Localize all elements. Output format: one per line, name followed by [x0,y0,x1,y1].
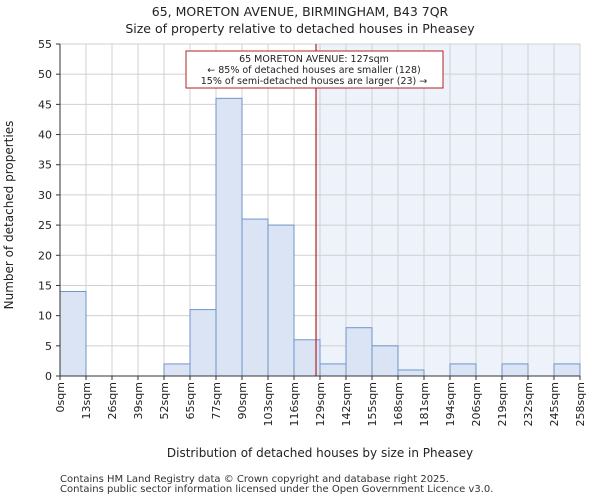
bar [345,327,373,377]
x-axis-label: Distribution of detached houses by size … [167,446,473,460]
x-tick-label: 77sqm [210,382,223,419]
x-tick-label: 232sqm [522,382,535,426]
x-tick-label: 206sqm [470,382,483,426]
x-tick-label: 52sqm [158,382,171,419]
shaded-larger-region [316,44,580,376]
bar [241,218,269,377]
bar [59,290,87,377]
x-tick-label: 219sqm [496,382,509,426]
bar [397,369,425,377]
shaded-region-layer [316,44,580,376]
y-tick-label: 30 [38,189,52,202]
x-tick-label: 103sqm [262,382,275,426]
x-tick-label: 39sqm [132,382,145,419]
y-tick-label: 0 [45,370,52,383]
x-tick-label: 129sqm [314,382,327,426]
x-tick-label: 245sqm [548,382,561,426]
y-tick-label: 50 [38,68,52,81]
y-tick-label: 45 [38,98,52,111]
footer-attribution-line-1: Contains HM Land Registry data © Crown c… [60,474,449,485]
bar [449,363,477,377]
x-tick-label: 168sqm [392,382,405,426]
annotation-frame [185,50,444,89]
bar [215,97,243,377]
x-tick-label: 0sqm [54,382,67,412]
bar [189,309,217,377]
x-tick-labels: 0sqm 13sqm 26sqm 39sqm 52sqm 65sqm 77sqm 90sqm 1… [54,376,587,426]
y-tick-label: 5 [45,340,52,353]
annotation-line-2: ← 85% of detached houses are smaller (12… [207,65,420,76]
y-tick-label: 10 [38,310,52,323]
bar [553,363,581,377]
bar [371,345,399,377]
bars [59,97,581,377]
y-tick-label: 55 [38,38,52,51]
footer-attribution-line-2: Contains public sector information licen… [60,484,494,495]
x-tick-label: 258sqm [574,382,587,426]
y-axis-label: Number of detached properties [2,121,16,310]
x-tick-label: 90sqm [236,382,249,419]
y-tick-label: 35 [38,159,52,172]
y-tick-label: 20 [38,249,52,262]
annotation-box: 65 MORETON AVENUE: 127sqm ← 85% of detac… [185,50,444,89]
x-tick-label: 65sqm [184,382,197,419]
y-tick-label: 25 [38,219,52,232]
y-tick-label: 15 [38,279,52,292]
x-tick-label: 155sqm [366,382,379,426]
x-tick-label: 26sqm [106,382,119,419]
x-tick-label: 194sqm [444,382,457,426]
bar [163,363,191,377]
bar [501,363,529,377]
annotation-line-3: 15% of semi-detached houses are larger (… [201,76,428,87]
x-tick-label: 13sqm [80,382,93,419]
y-tick-label: 40 [38,129,52,142]
chart-title: 65, MORETON AVENUE, BIRMINGHAM, B43 7QR [151,4,449,19]
bar [267,224,295,377]
chart-subtitle: Size of property relative to detached ho… [125,21,475,36]
y-tick-labels: 0 5 10 15 20 25 30 35 40 45 50 55 [38,38,60,383]
annotation-line-1: 65 MORETON AVENUE: 127sqm [239,54,389,65]
x-tick-label: 116sqm [288,382,301,426]
x-tick-label: 181sqm [418,382,431,426]
x-tick-label: 142sqm [340,382,353,426]
gridlines [59,43,581,377]
bar [319,363,347,377]
